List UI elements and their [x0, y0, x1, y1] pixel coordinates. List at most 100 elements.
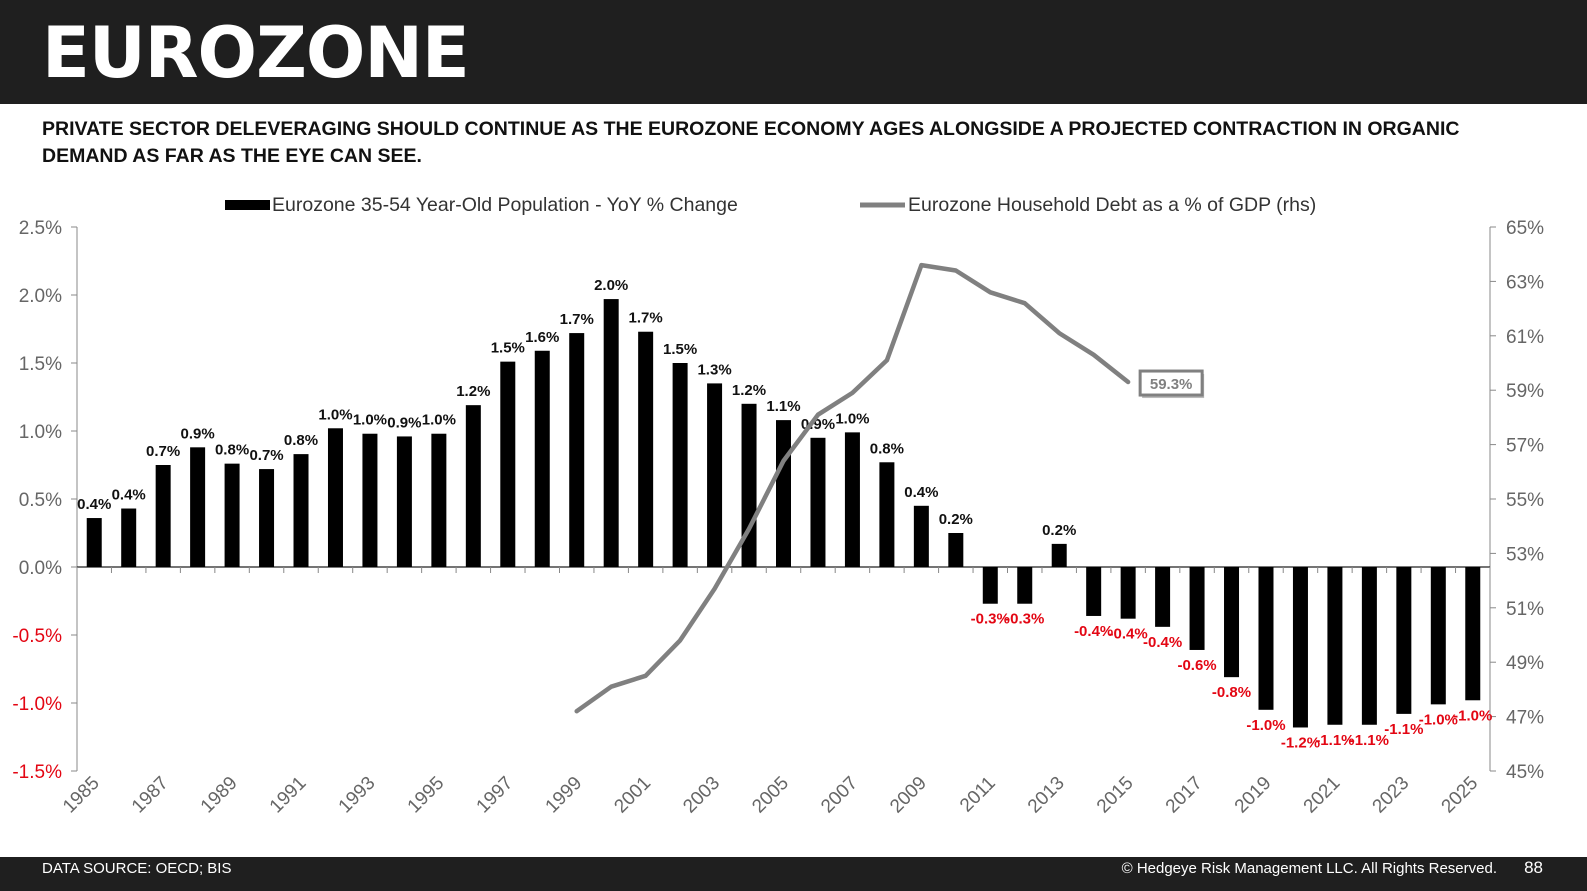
y-right-tick-label: 55%	[1506, 490, 1544, 511]
legend-line-label: Eurozone Household Debt as a % of GDP (r…	[908, 194, 1316, 216]
bar	[948, 533, 964, 567]
page-number: 88	[1524, 858, 1543, 877]
chart-axes: -1.5% -1.0% -0.5% 0.0% 0.5% 1.0% 1.5% 2.0% 2.5% 4…	[12, 218, 1544, 783]
x-tick-label: 2019	[1231, 773, 1276, 818]
y-left-tick-label: -0.5%	[12, 626, 62, 647]
bar	[224, 463, 240, 567]
bar	[155, 465, 171, 567]
y-left-tick-label: 0.5%	[19, 490, 62, 511]
bar	[121, 508, 137, 567]
bar-data-label: 1.1%	[766, 398, 800, 415]
y-left-tick-label: 2.0%	[19, 286, 62, 307]
bar	[569, 333, 585, 567]
bar-data-label: 1.7%	[629, 310, 663, 327]
legend-bar-swatch	[225, 200, 270, 210]
x-tick-label: 2007	[817, 773, 862, 818]
bar-data-label: 0.8%	[284, 432, 318, 449]
y-left-tick-label: -1.5%	[12, 762, 62, 783]
y-right-tick-label: 61%	[1506, 327, 1544, 348]
title-banner	[0, 0, 1587, 104]
bar-data-label: -0.3%	[971, 611, 1010, 628]
bar	[776, 420, 791, 567]
y-right-tick-label: 57%	[1506, 436, 1544, 457]
bar-data-label: 0.2%	[939, 511, 973, 528]
chart-legend: Eurozone 35-54 Year-Old Population - YoY…	[225, 194, 1316, 216]
bar-data-label: 0.7%	[249, 447, 283, 464]
bar-data-label: -1.2%	[1281, 734, 1320, 751]
bar-data-label: -1.0%	[1453, 707, 1492, 724]
bar-data-label: 0.7%	[146, 443, 180, 460]
bar	[810, 437, 826, 567]
x-tick-label: 1999	[542, 773, 587, 818]
bar	[1430, 567, 1446, 705]
x-tick-label: 1987	[128, 773, 173, 818]
bar-data-label: 1.0%	[318, 406, 352, 423]
bar-data-label: 0.4%	[904, 484, 938, 501]
household-debt-line	[574, 262, 1131, 714]
bar	[982, 567, 998, 604]
bar-data-label: 1.6%	[525, 329, 559, 346]
bar-data-label: 1.5%	[663, 341, 697, 358]
bar-data-label: 1.2%	[456, 383, 490, 400]
bar-data-label: 1.3%	[697, 361, 731, 378]
y-left-tick-label: 1.0%	[19, 422, 62, 443]
bar	[190, 447, 206, 567]
bar	[1396, 567, 1412, 714]
bar-data-label: -0.4%	[1109, 626, 1148, 643]
bar-data-label: 2.0%	[594, 277, 628, 294]
x-tick-label: 1985	[59, 773, 104, 818]
y-right-tick-label: 51%	[1506, 599, 1544, 620]
bar-data-label: 1.0%	[422, 412, 456, 429]
bar-data-label: -1.1%	[1350, 732, 1389, 749]
x-tick-label: 2003	[679, 773, 724, 818]
y-left-tick-label: 2.5%	[19, 218, 62, 239]
bar	[638, 331, 654, 567]
legend-bar-label: Eurozone 35-54 Year-Old Population - YoY…	[272, 194, 738, 216]
bar	[1189, 567, 1205, 650]
copyright-notice: © Hedgeye Risk Management LLC. All Right…	[1121, 860, 1497, 877]
bar	[362, 433, 378, 567]
x-tick-label: 2001	[610, 773, 655, 818]
bar-data-label: 0.4%	[77, 496, 111, 513]
bar	[707, 383, 723, 567]
x-tick-label: 1991	[266, 773, 311, 818]
bar	[1120, 567, 1136, 619]
x-tick-label: 2009	[886, 773, 931, 818]
y-right-tick-label: 45%	[1506, 762, 1544, 783]
y-right-tick-label: 49%	[1506, 653, 1544, 674]
x-tick-label: 2005	[748, 773, 793, 818]
bar	[844, 432, 860, 567]
bar	[1258, 567, 1274, 710]
bar	[293, 454, 309, 567]
bar	[86, 518, 102, 567]
bar-data-label: 1.5%	[491, 340, 525, 357]
bar-data-label: 1.0%	[835, 410, 869, 427]
bar-data-label: -1.0%	[1246, 717, 1285, 734]
bar	[913, 505, 929, 567]
bar-data-label: 1.0%	[353, 412, 387, 429]
x-tick-label: 2013	[1024, 773, 1069, 818]
bar	[1017, 567, 1033, 604]
x-tick-label: 2021	[1300, 773, 1345, 818]
bar-data-label: 1.7%	[560, 311, 594, 328]
y-left-tick-label: 1.5%	[19, 354, 62, 375]
x-tick-label: 2015	[1093, 773, 1138, 818]
x-tick-label: 1997	[473, 773, 518, 818]
bar-data-label: -0.4%	[1074, 623, 1113, 640]
bar-data-labels: 0.4%0.4%0.7%0.9%0.8% 0.7%0.8%1.0% 1.0% 0.9%…	[77, 277, 1492, 751]
bar-data-label: -1.1%	[1384, 721, 1423, 738]
bar	[500, 361, 516, 567]
chart-subtitle: PRIVATE SECTOR DELEVERAGING SHOULD CONTI…	[42, 118, 1460, 167]
line-series: 59.3%	[574, 262, 1205, 714]
bar-data-label: 0.8%	[215, 442, 249, 459]
bar	[1155, 567, 1171, 627]
bar-data-label: 0.8%	[870, 440, 904, 457]
x-tick-label: 1989	[197, 773, 242, 818]
bar	[259, 469, 275, 567]
x-tick-label: 2025	[1438, 773, 1483, 818]
bar-series	[86, 299, 1481, 728]
y-right-tick-label: 65%	[1506, 218, 1544, 239]
bar-data-label: 1.2%	[732, 382, 766, 399]
bar	[1465, 567, 1481, 701]
x-tick-label: 2023	[1369, 773, 1414, 818]
